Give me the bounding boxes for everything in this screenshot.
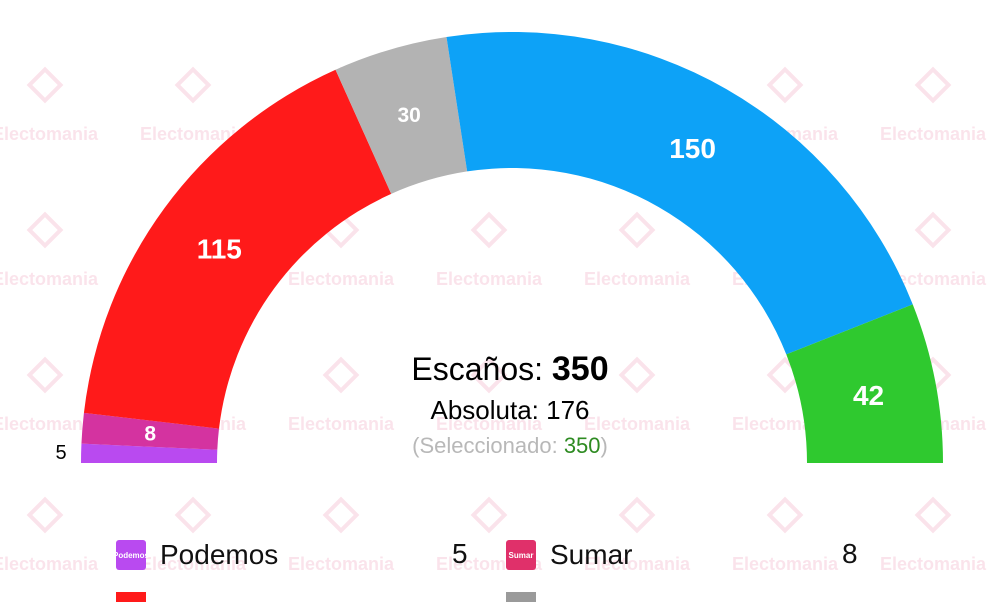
seats-total-value: 350 [551,350,609,388]
segment-value-label: 150 [669,133,716,164]
watermark-text: Electomania [288,269,395,289]
podemos-logo-text: Podemos [113,550,150,560]
legend-label-podemos: Podemos [160,539,279,570]
legend-value-podemos: 5 [452,538,468,569]
watermark-logo-icon: Electomania [0,496,99,574]
watermark-text: Electomania [140,124,247,144]
legend-item-sumar[interactable]: Sumar Sumar [506,535,632,575]
hemicycle-segment[interactable] [446,32,913,355]
watermark-text: Electomania [0,554,99,574]
hemicycle-segment[interactable] [81,443,218,463]
watermark-logo-icon: Electomania [732,496,839,574]
watermark-text: Electomania [140,554,247,574]
legend-swatch-partial-gray [506,592,536,602]
watermark-text: Electomania [880,124,987,144]
watermark-logo-icon: Electomania [436,356,543,434]
absolute-label: Absoluta: [430,395,539,425]
hemicycle-segment[interactable] [335,37,468,194]
watermark-text: Electomania [436,269,543,289]
watermark-logo-icon: Electomania [288,496,395,574]
watermark-text: Electomania [584,554,691,574]
watermark-text: Electomania [584,414,691,434]
legend-label-sumar: Sumar [550,539,633,570]
seats-total-line: Escaños: 350 [360,350,660,389]
watermark-logo-icon: Electomania [140,496,247,574]
watermark-logo-icon: Electomania [584,496,691,574]
watermark-logo-icon: Electomania [880,496,987,574]
segment-value-label: 8 [144,423,156,446]
sumar-logo-icon: Sumar [506,540,536,570]
watermark-text: Electomania [732,554,839,574]
hemicycle-segment[interactable] [83,69,392,429]
watermark-logo-icon: Electomania [436,211,543,289]
watermark-logo-icon: Electomania [880,211,987,289]
watermark-logo-icon: Electomania [0,66,99,144]
segment-value-label: 115 [197,233,242,264]
watermark-text: Electomania [436,414,543,434]
segment-value-label: 42 [853,380,884,411]
watermark-text: Electomania [584,269,691,289]
selected-close: ) [600,433,608,458]
absolute-majority-line: Absoluta: 176 [360,395,660,426]
watermark-text: Electomania [0,124,99,144]
seats-label: Escaños: [411,351,543,387]
watermark-text: Electomania [880,269,987,289]
watermark-text: Electomania [288,414,395,434]
watermark-logo-icon: Electomania [584,356,691,434]
watermark-text: Electomania [0,269,99,289]
watermark-logo-icon: Electomania [880,66,987,144]
watermark-text: Electomania [0,414,99,434]
selected-label: (Seleccionado: [412,433,558,458]
segment-value-label: 5 [55,442,66,464]
hemicycle-segment[interactable] [81,412,220,450]
hemicycle-segment[interactable] [786,304,943,463]
watermark-logo-icon: Electomania [288,356,395,434]
watermark-logo-icon: Electomania [0,356,99,434]
watermark-logo-icon: Electomania [0,211,99,289]
selected-line: (Seleccionado: 350) [360,433,660,459]
selected-value: 350 [563,433,601,458]
legend-item-podemos[interactable]: Podemos Podemos [113,535,279,575]
legend-swatch-partial-red [116,592,146,602]
watermark-text: Electomania [880,554,987,574]
sumar-logo-text: Sumar [508,550,534,560]
legend-value-sumar: 8 [842,538,858,569]
podemos-logo-icon: Podemos [113,540,150,570]
watermark-text: Electomania [288,554,395,574]
segment-value-label: 30 [397,104,420,127]
absolute-value: 176 [546,395,590,425]
watermark-logo-icon: Electomania [140,66,247,144]
watermark-logo-icon: Electomania [584,211,691,289]
